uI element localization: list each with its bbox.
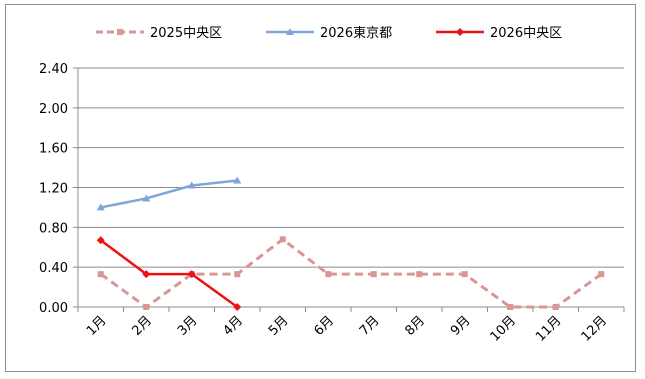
x-tick-label: 10月 xyxy=(488,313,519,344)
data-point xyxy=(187,181,196,189)
x-axis-ticks: 1月 2月 3月 4月 5月 6月 7月 8月 9月 10月 11月 12月 xyxy=(77,307,625,345)
legend-marker xyxy=(286,28,294,35)
legend-item-1: 2026東京都 xyxy=(266,25,392,41)
legend-item-0: 2025中央区 xyxy=(96,26,222,41)
x-tick-label: 12月 xyxy=(579,313,610,344)
series-1 xyxy=(96,176,242,211)
series-0 xyxy=(97,236,605,310)
grid-lines xyxy=(78,67,624,308)
legend-item-2: 2026中央区 xyxy=(436,26,562,41)
y-tick-label: 1.20 xyxy=(39,182,68,197)
data-point xyxy=(187,270,196,279)
x-tick-label: 7月 xyxy=(357,313,383,339)
data-point xyxy=(96,203,105,211)
x-tick-label: 6月 xyxy=(311,313,337,339)
data-point xyxy=(142,194,151,202)
x-tick-label: 3月 xyxy=(175,313,201,339)
x-tick-label: 8月 xyxy=(402,313,428,339)
data-point xyxy=(279,236,286,243)
x-tick-label: 11月 xyxy=(533,313,564,344)
series-line xyxy=(100,239,238,309)
legend: 2025中央区 2026東京都 2026中央区 xyxy=(96,25,562,41)
data-point xyxy=(507,304,514,310)
x-tick-label: 5月 xyxy=(266,313,292,339)
y-axis-ticks: 0.00 0.40 0.80 1.20 1.60 2.00 2.40 xyxy=(39,62,78,316)
legend-label: 2025中央区 xyxy=(150,26,222,41)
data-point xyxy=(142,270,151,279)
data-point xyxy=(325,271,332,278)
legend-marker xyxy=(117,29,123,35)
series-2 xyxy=(96,236,242,311)
data-point xyxy=(233,303,242,311)
data-point xyxy=(97,271,104,278)
legend-label: 2026中央区 xyxy=(490,26,562,41)
series-line xyxy=(100,179,238,209)
y-tick-label: 0.40 xyxy=(39,261,68,276)
x-tick-label: 2月 xyxy=(129,313,155,339)
data-point xyxy=(552,304,559,310)
data-point xyxy=(370,271,377,278)
data-point xyxy=(598,271,605,278)
data-point xyxy=(234,271,241,278)
series-line xyxy=(99,237,603,309)
data-point xyxy=(143,304,150,310)
data-point xyxy=(233,176,242,184)
x-tick-label: 9月 xyxy=(448,313,474,339)
x-tick-label: 1月 xyxy=(84,313,110,339)
data-point xyxy=(96,236,105,245)
legend-label: 2026東京都 xyxy=(320,25,392,41)
x-tick-label: 4月 xyxy=(220,313,246,339)
y-tick-label: 2.00 xyxy=(39,102,68,117)
data-point xyxy=(461,271,468,278)
y-tick-label: 0.00 xyxy=(39,301,68,316)
y-tick-label: 0.80 xyxy=(39,221,68,236)
data-point xyxy=(416,271,423,278)
series-layer xyxy=(96,176,605,311)
y-tick-label: 1.60 xyxy=(39,142,68,157)
legend-marker xyxy=(456,28,464,36)
y-tick-label: 2.40 xyxy=(39,62,68,77)
